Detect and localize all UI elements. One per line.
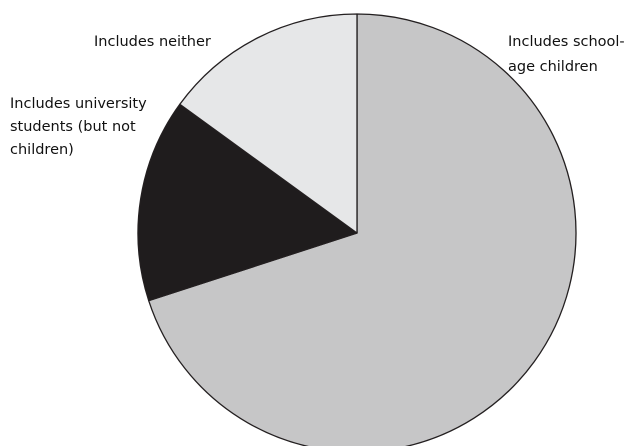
pie-slice-includes-school-age-children (148, 13, 577, 446)
pie-slice-includes-university-students-but-not-children (137, 103, 358, 302)
slice-label-line: Includes university (10, 96, 147, 112)
slice-label-line: Includes neither (94, 34, 211, 50)
slice-label-university-students: Includes university students (but not ch… (10, 96, 151, 158)
slice-label-line: age children (508, 59, 598, 75)
slice-label-line: students (but not (10, 119, 136, 135)
slice-label-line: Includes school- (508, 34, 625, 50)
slice-label-school-age-children: Includes school- age children (508, 34, 629, 75)
pie-slice-includes-neither (179, 13, 358, 234)
slice-label-line: children) (10, 142, 74, 158)
slice-label-neither: Includes neither (94, 34, 211, 50)
pie-slices (137, 13, 577, 446)
